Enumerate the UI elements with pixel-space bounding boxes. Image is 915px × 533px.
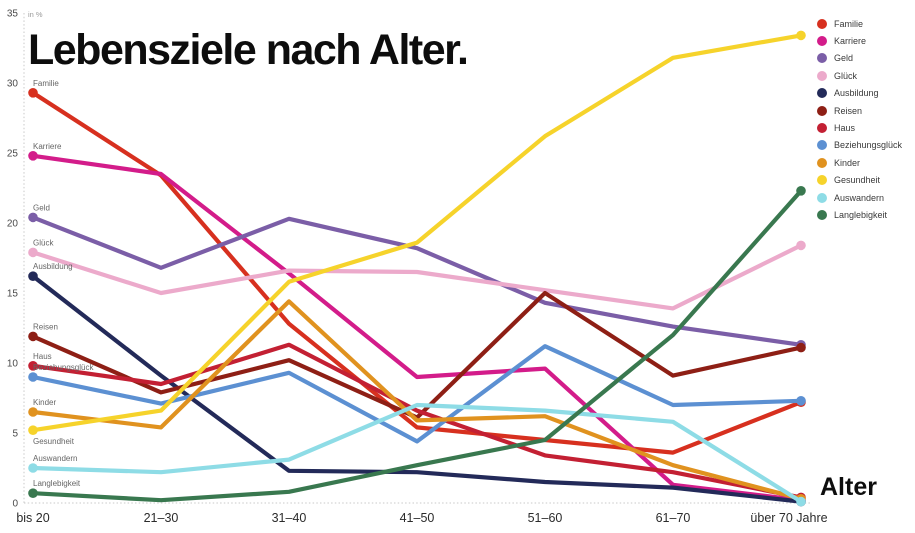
legend-item-label: Auswandern	[834, 192, 885, 203]
legend: Familie Karriere Geld Glück Ausbildung Reisen…	[817, 15, 902, 224]
legend-swatch-icon	[817, 105, 827, 116]
series-label-Geld: Geld	[33, 203, 50, 212]
legend-item-label: Gesundheit	[834, 175, 881, 186]
legend-item-Familie: Familie	[817, 15, 902, 32]
series-label-Karriere: Karriere	[33, 142, 62, 151]
y-tick-label: 10	[7, 359, 19, 370]
legend-item-Karriere: Karriere	[817, 32, 902, 49]
series-line-Glück	[30, 243, 804, 311]
legend-item-label: Ausbildung	[834, 88, 879, 99]
series-start-dot-Karriere	[28, 151, 38, 161]
legend-item-label: Geld	[834, 53, 854, 64]
x-tick-label: 21–30	[144, 511, 179, 525]
y-tick-label: 0	[12, 499, 18, 510]
chart-title: Lebensziele nach Alter.	[28, 26, 469, 74]
legend-swatch-icon	[817, 53, 827, 64]
y-tick-label: 30	[7, 79, 19, 90]
legend-item-label: Langlebigkeit	[834, 209, 888, 220]
legend-swatch-icon	[817, 88, 827, 99]
legend-item-Glück: Glück	[817, 67, 902, 84]
series-start-dot-Langlebigkeit	[28, 488, 38, 499]
legend-swatch-icon	[817, 192, 827, 203]
y-tick-label: 5	[12, 429, 18, 440]
x-tick-label: 31–40	[272, 511, 307, 525]
legend-item-Beziehungsglück: Beziehungsglück	[817, 137, 902, 154]
series-line-Auswandern	[30, 402, 804, 504]
x-tick-label: über 70 Jahre	[750, 511, 827, 525]
series-line-Kinder	[30, 299, 804, 501]
y-tick-label: 25	[7, 149, 19, 160]
legend-item-Auswandern: Auswandern	[817, 189, 902, 206]
legend-item-Ausbildung: Ausbildung	[817, 85, 902, 102]
x-tick-label: bis 20	[16, 511, 49, 525]
series-label-Auswandern: Auswandern	[33, 454, 77, 463]
series-label-Langlebigkeit: Langlebigkeit	[33, 479, 81, 488]
series-label-Beziehungsglück: Beziehungsglück	[33, 363, 94, 372]
series-start-dot-Ausbildung	[28, 271, 38, 282]
series-label-Gesundheit: Gesundheit	[33, 437, 75, 446]
y-axis-unit-label: in %	[28, 10, 43, 19]
legend-swatch-icon	[817, 140, 827, 151]
legend-item-label: Kinder	[834, 157, 861, 168]
legend-swatch-icon	[817, 175, 827, 186]
series-label-Kinder: Kinder	[33, 398, 56, 407]
series-start-dot-Auswandern	[28, 463, 38, 473]
series-label-Glück: Glück	[33, 238, 54, 247]
legend-item-label: Haus	[834, 123, 856, 134]
series-line-Ausbildung	[30, 274, 804, 504]
series-line-Gesundheit	[30, 33, 804, 433]
series-start-dot-Glück	[28, 247, 38, 258]
legend-swatch-icon	[817, 18, 827, 29]
series-line-Langlebigkeit	[30, 188, 804, 503]
legend-item-label: Familie	[834, 18, 864, 29]
series-end-dot-Langlebigkeit	[796, 186, 806, 196]
series-end-dot-Reisen	[796, 342, 806, 353]
x-tick-label: 51–60	[528, 511, 563, 525]
series-label-Haus: Haus	[33, 352, 52, 361]
legend-item-Reisen: Reisen	[817, 102, 902, 119]
x-tick-label: 41–50	[400, 511, 435, 525]
series-end-dot-Beziehungsglück	[796, 396, 806, 406]
legend-item-Haus: Haus	[817, 119, 902, 136]
series-line-Beziehungsglück	[30, 344, 804, 444]
series-start-dot-Gesundheit	[28, 425, 38, 436]
series-start-dot-Haus	[28, 361, 38, 371]
legend-item-label: Glück	[834, 70, 858, 81]
y-tick-label: 20	[7, 219, 19, 230]
legend-swatch-icon	[817, 209, 827, 220]
legend-item-Kinder: Kinder	[817, 154, 902, 171]
legend-swatch-icon	[817, 70, 827, 81]
legend-item-label: Reisen	[834, 105, 863, 116]
series-line-Karriere	[30, 153, 804, 503]
series-start-dot-Reisen	[28, 331, 38, 342]
legend-item-label: Beziehungsglück	[834, 140, 903, 151]
legend-item-Langlebigkeit: Langlebigkeit	[817, 206, 902, 223]
legend-swatch-icon	[817, 36, 827, 47]
series-line-Haus	[30, 342, 804, 500]
series-label-Ausbildung: Ausbildung	[33, 262, 73, 271]
series-end-dot-Glück	[796, 240, 806, 251]
series-start-dot-Geld	[28, 212, 38, 223]
series-end-dot-Auswandern	[796, 496, 806, 507]
series-start-dot-Kinder	[28, 407, 38, 417]
x-tick-label: 61–70	[656, 511, 691, 525]
y-tick-label: 35	[7, 9, 19, 20]
series-label-Reisen: Reisen	[33, 322, 58, 331]
legend-item-Geld: Geld	[817, 50, 902, 67]
legend-item-Gesundheit: Gesundheit	[817, 172, 902, 189]
x-axis-title: Alter	[820, 473, 877, 501]
series-end-dot-Gesundheit	[796, 30, 806, 41]
legend-swatch-icon	[817, 123, 827, 134]
legend-swatch-icon	[817, 157, 827, 168]
legend-item-label: Karriere	[834, 36, 867, 47]
series-label-Familie: Familie	[33, 79, 59, 88]
series-line-Geld	[30, 215, 804, 347]
series-start-dot-Beziehungsglück	[28, 372, 38, 382]
y-tick-label: 15	[7, 289, 19, 300]
series-start-dot-Familie	[28, 88, 38, 98]
